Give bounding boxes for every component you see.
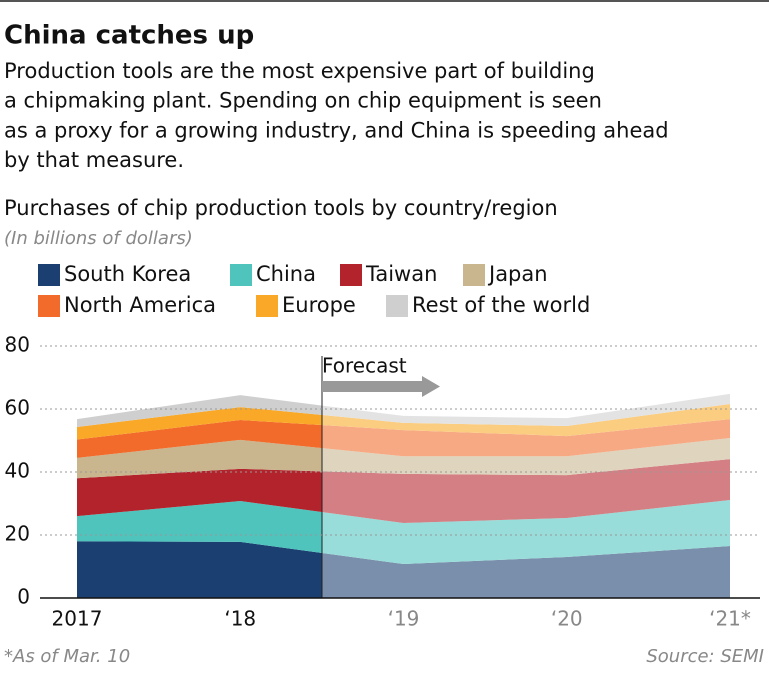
legend-label: Japan xyxy=(487,262,548,286)
legend-label: Europe xyxy=(282,293,356,317)
legend-swatch xyxy=(463,264,485,286)
area xyxy=(77,459,730,524)
legend-label: China xyxy=(256,262,316,286)
subtitle-line: by that measure. xyxy=(4,148,184,172)
y-tick-label: 80 xyxy=(5,333,30,357)
source: Source: SEMI xyxy=(646,646,764,667)
legend-swatch xyxy=(386,295,408,317)
subtitle-line: as a proxy for a growing industry, and C… xyxy=(4,118,669,142)
forecast-arrowhead xyxy=(422,376,440,397)
area xyxy=(77,393,730,427)
subtitle-line: a chipmaking plant. Spending on chip equ… xyxy=(4,89,602,113)
legend-label: Rest of the world xyxy=(412,293,590,317)
legend-swatch xyxy=(230,264,252,286)
legend-swatch xyxy=(256,295,278,317)
legend-label: Taiwan xyxy=(365,262,437,286)
legend-swatch xyxy=(38,264,60,286)
footnote: *As of Mar. 10 xyxy=(4,646,130,667)
x-tick-label: ‘20 xyxy=(551,607,583,631)
forecast-label: Forecast xyxy=(322,354,407,378)
legend-swatch xyxy=(340,264,362,286)
area xyxy=(77,403,730,440)
x-tick-label: ‘21* xyxy=(709,607,751,631)
y-tick-label: 20 xyxy=(5,522,30,546)
forecast-arrow xyxy=(322,381,424,392)
subtitle-line: Production tools are the most expensive … xyxy=(4,59,595,83)
legend-swatch xyxy=(38,295,60,317)
title: China catches up xyxy=(4,21,254,51)
area xyxy=(77,437,730,479)
y-tick-label: 60 xyxy=(5,396,30,420)
area xyxy=(77,500,730,564)
unit-note: (In billions of dollars) xyxy=(4,228,193,249)
forecast-fade xyxy=(322,340,769,598)
legend-label: North America xyxy=(64,293,216,317)
chart-title: Purchases of chip production tools by co… xyxy=(4,196,558,220)
y-tick-label: 0 xyxy=(17,585,30,609)
x-tick-label: 2017 xyxy=(52,607,103,631)
x-tick-label: ‘18 xyxy=(224,607,256,631)
area xyxy=(77,419,730,458)
y-tick-label: 40 xyxy=(5,459,30,483)
x-tick-label: ‘19 xyxy=(388,607,420,631)
legend-label: South Korea xyxy=(64,262,191,286)
area xyxy=(77,541,730,598)
